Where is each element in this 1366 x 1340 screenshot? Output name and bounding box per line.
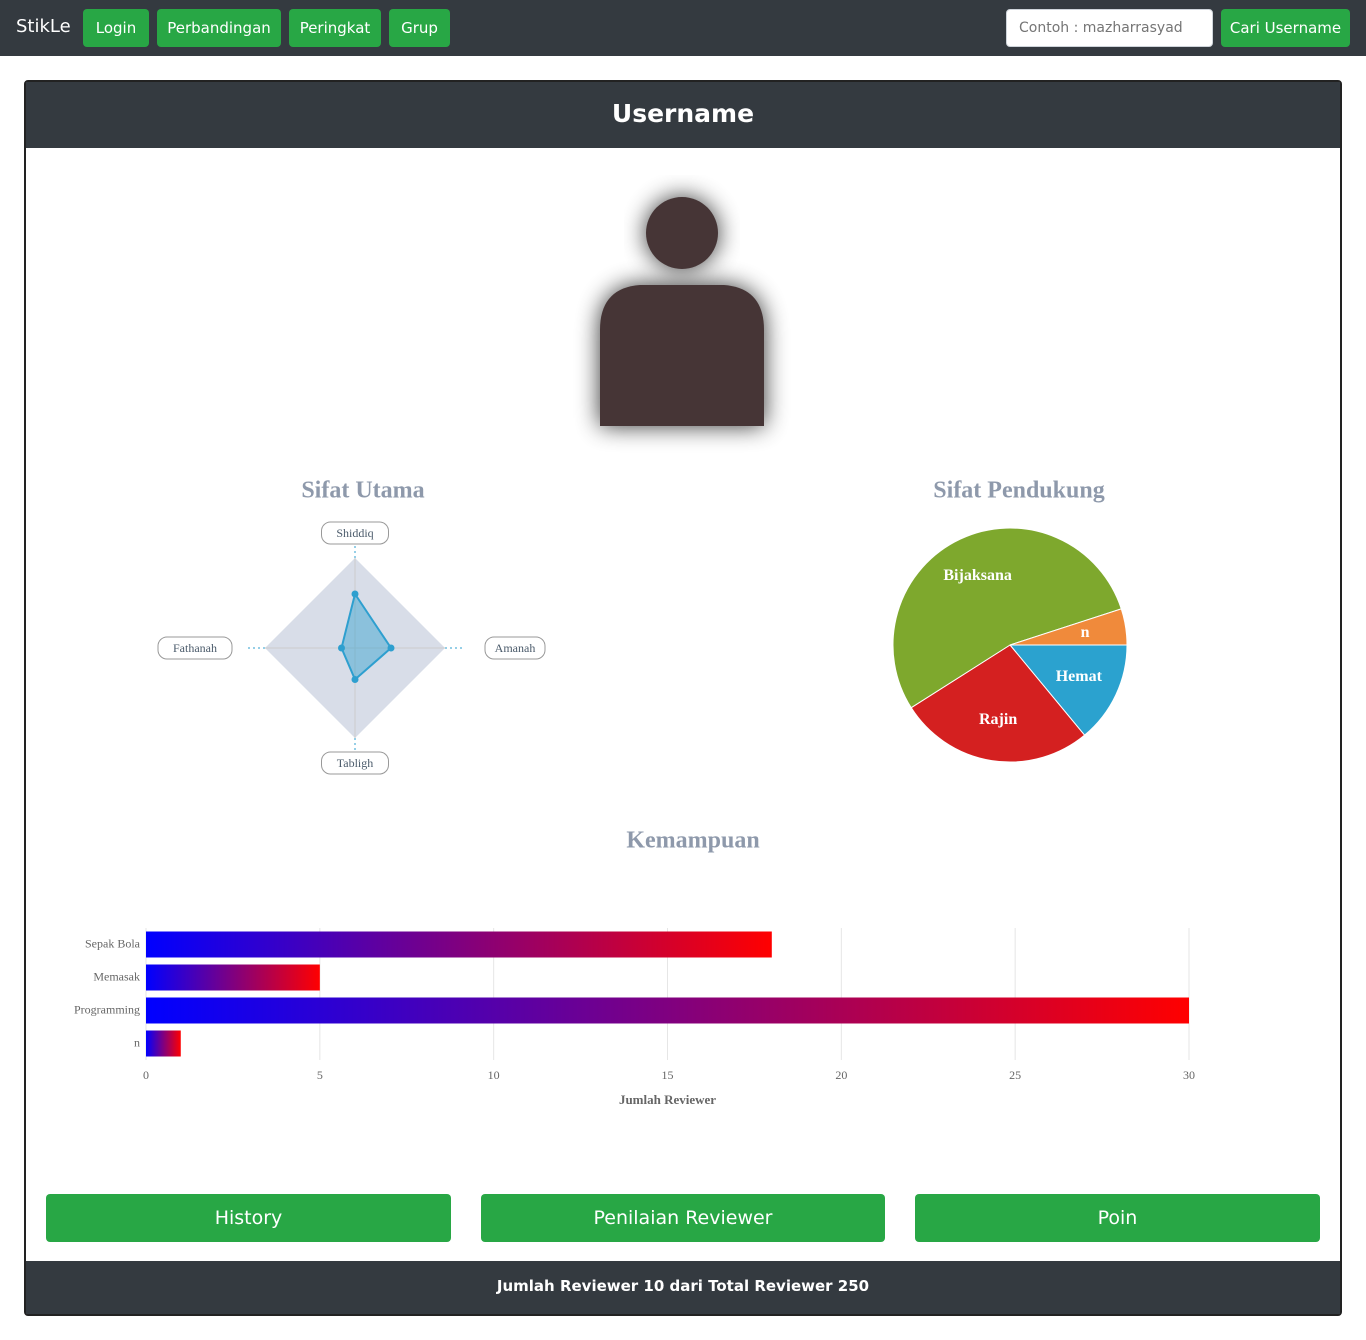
avatar (600, 197, 764, 426)
pie-slice (1009, 608, 1128, 646)
pie-label: Hemat (1056, 668, 1103, 685)
pie-label: Bijaksana (943, 567, 1011, 584)
poin-button[interactable]: Poin (915, 1194, 1320, 1242)
x-tick-label: 10 (488, 1068, 500, 1082)
bar (146, 997, 1189, 1024)
x-tick-label: 5 (317, 1068, 323, 1082)
radar-point (351, 676, 359, 683)
y-tick-label: Memasak (93, 969, 140, 983)
x-tick-label: 20 (835, 1068, 847, 1082)
pie-label: Rajin (979, 711, 1017, 728)
radar-label: Shiddiq (336, 526, 373, 540)
x-tick-label: 0 (143, 1068, 149, 1082)
pie-slice (1008, 644, 1128, 736)
chart-title: Sifat Pendukung (933, 478, 1104, 504)
profile-card: Username History Penilaian Reviewer Poin… (24, 80, 1342, 1316)
bar (146, 931, 772, 958)
chart-title: Kemampuan (626, 828, 759, 854)
chart-title: Sifat Utama (301, 478, 424, 504)
brand[interactable]: StikLe (16, 16, 71, 37)
radar-label-box (321, 521, 389, 545)
search-input[interactable] (1006, 9, 1213, 47)
navbar: StikLe Login Perbandingan Peringkat Grup… (0, 0, 1366, 56)
x-tick-label: 25 (1009, 1068, 1021, 1082)
radar-label-box (484, 636, 546, 660)
review-button[interactable]: Penilaian Reviewer (481, 1194, 885, 1242)
bar (146, 1030, 181, 1057)
history-button[interactable]: History (46, 1194, 451, 1242)
radar-label-box (321, 751, 389, 775)
search-button[interactable]: Cari Username (1221, 9, 1350, 47)
nav-link[interactable]: Perbandingan (157, 9, 281, 47)
y-tick-label: n (134, 1035, 140, 1049)
y-tick-label: Programming (74, 1002, 140, 1016)
card-footer: Jumlah Reviewer 10 dari Total Reviewer 2… (26, 1261, 1340, 1314)
pie-slice (892, 527, 1122, 709)
pie-slice (910, 644, 1086, 763)
nav-link[interactable]: Login (83, 9, 149, 47)
nav-link[interactable]: Grup (389, 9, 450, 47)
radar-point (387, 644, 395, 652)
radar-label: Fathanah (173, 641, 217, 655)
radar-label: Amanah (495, 641, 536, 655)
x-tick-label: 30 (1183, 1068, 1195, 1082)
radar-point (338, 644, 345, 652)
radar-label-box (157, 636, 233, 660)
nav-link[interactable]: Peringkat (289, 9, 381, 47)
pie-label: n (1081, 624, 1090, 641)
radar-label: Tabligh (337, 756, 374, 770)
y-tick-label: Sepak Bola (85, 936, 141, 950)
radar-point (351, 590, 359, 598)
x-axis-title: Jumlah Reviewer (619, 1092, 716, 1107)
bar (146, 964, 320, 991)
x-tick-label: 15 (662, 1068, 674, 1082)
card-title: Username (26, 82, 1340, 148)
